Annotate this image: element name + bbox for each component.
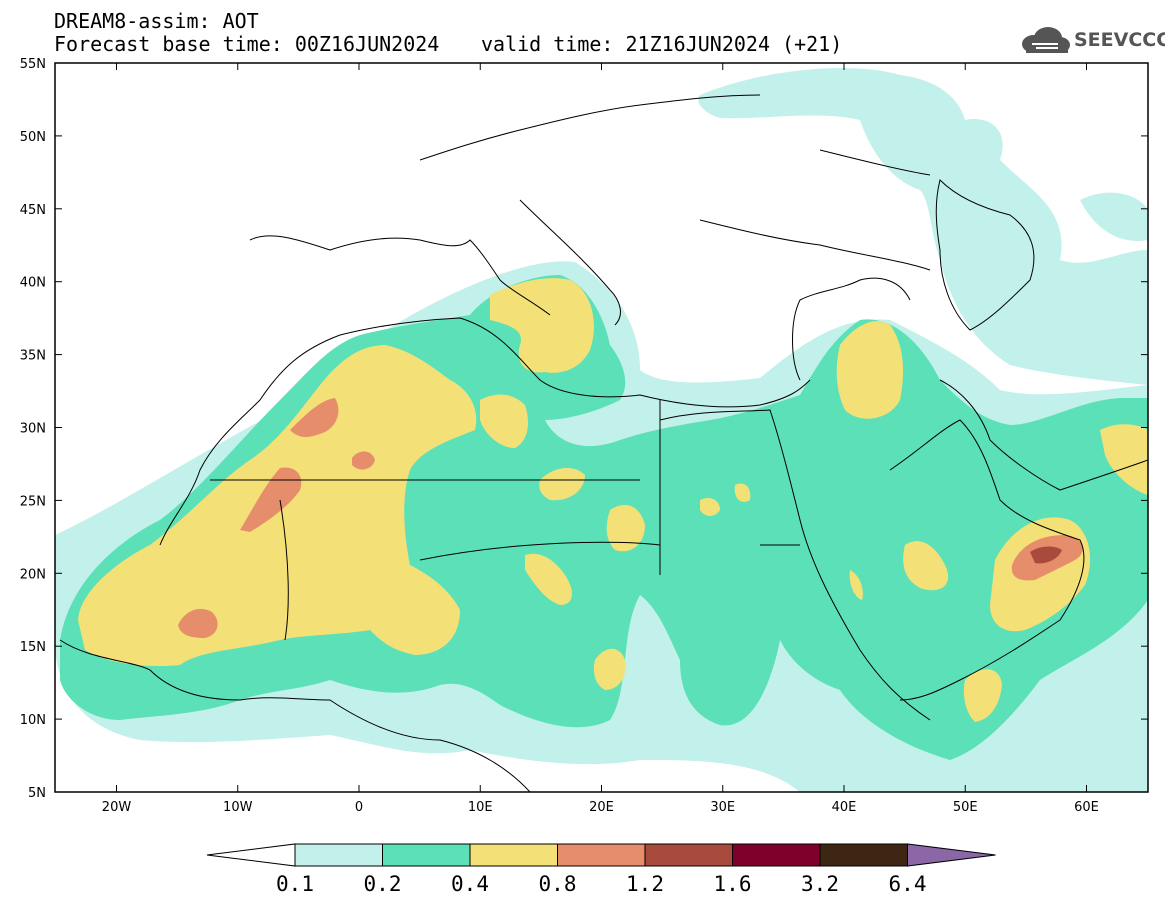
lon-label: 10W	[223, 800, 253, 815]
aot-field	[55, 63, 1148, 792]
colorbar-label: 1.6	[714, 872, 752, 896]
lon-label: 40E	[832, 800, 857, 815]
colorbar-label: 0.2	[364, 872, 402, 896]
colorbar-swatch	[469, 843, 558, 867]
latitude-axis: 55N 50N 45N 40N 35N 30N 25N 20N 15N 10N 5N	[20, 57, 1148, 801]
colorbar-over-arrow	[907, 843, 996, 867]
lat-label: 55N	[20, 57, 46, 72]
cloud-icon	[1022, 27, 1070, 53]
colorbar-under-arrow	[206, 843, 296, 867]
lon-label: 60E	[1074, 800, 1099, 815]
colorbar-swatch	[294, 843, 383, 867]
lat-label: 25N	[20, 494, 46, 509]
lat-label: 40N	[20, 276, 46, 291]
lat-label: 35N	[20, 349, 46, 364]
lat-label: 10N	[20, 713, 46, 728]
colorbar: 0.1 0.2 0.4 0.8 1.2 1.6 3.2 6.4	[206, 843, 996, 896]
map-title: DREAM8-assim: AOT	[54, 9, 259, 33]
colorbar-swatch	[557, 843, 646, 867]
lon-label: 50E	[953, 800, 978, 815]
lat-label: 5N	[28, 786, 46, 801]
lon-label: 30E	[710, 800, 735, 815]
lat-label: 50N	[20, 130, 46, 145]
lat-label: 45N	[20, 203, 46, 218]
logo-text: SEEVCCC	[1074, 29, 1165, 51]
colorbar-label: 6.4	[889, 872, 927, 896]
lon-label: 20E	[589, 800, 614, 815]
colorbar-swatch	[644, 843, 733, 867]
colorbar-label: 0.1	[276, 872, 314, 896]
aot-level-0.8-region	[178, 398, 1083, 638]
lat-label: 30N	[20, 422, 46, 437]
coastlines	[59, 94, 1148, 792]
colorbar-label: 0.8	[539, 872, 577, 896]
colorbar-label: 1.2	[626, 872, 664, 896]
lon-label: 10E	[468, 800, 493, 815]
lon-label: 0	[355, 800, 363, 815]
colorbar-label: 0.4	[451, 872, 489, 896]
longitude-axis: 20W 10W 0 10E 20E 30E 40E 50E 60E	[102, 63, 1099, 815]
seevccc-logo: SEEVCCC	[1018, 24, 1165, 58]
lat-label: 20N	[20, 567, 46, 582]
colorbar-label: 3.2	[801, 872, 839, 896]
colorbar-swatch	[819, 843, 908, 867]
aot-level-1.2-region	[1030, 546, 1062, 564]
valid-time: valid time: 21Z16JUN2024 (+21)	[481, 32, 843, 56]
colorbar-swatch	[382, 843, 471, 867]
colorbar-swatch	[732, 843, 821, 867]
lon-label: 20W	[102, 800, 132, 815]
lat-label: 15N	[20, 640, 46, 655]
forecast-base-time: Forecast base time: 00Z16JUN2024	[54, 32, 440, 56]
